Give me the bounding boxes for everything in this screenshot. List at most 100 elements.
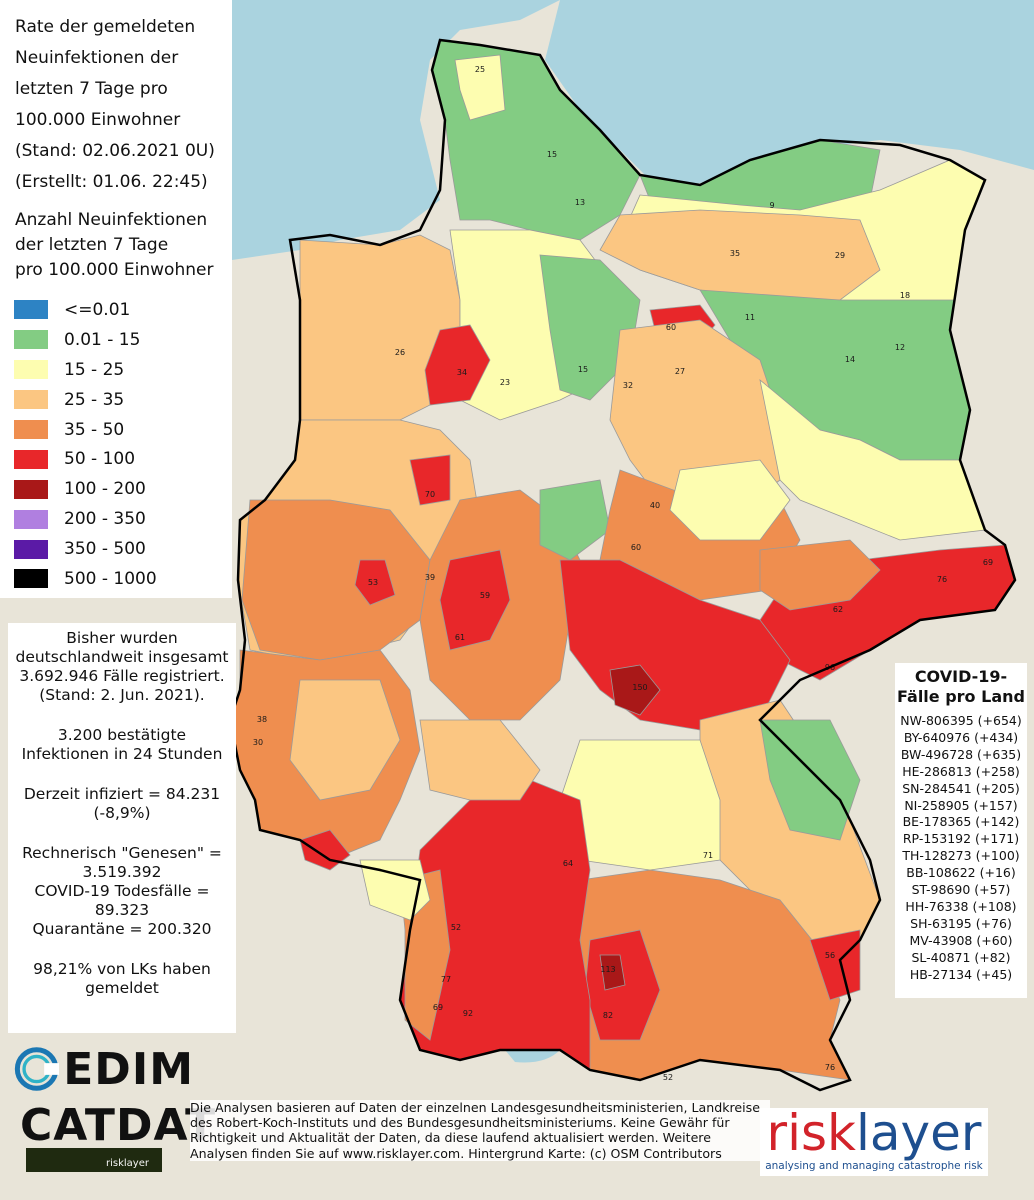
catdat-logo: CATDAT risklayer <box>20 1100 215 1180</box>
label-ni-15: 15 <box>578 365 588 374</box>
label-sh-13: 13 <box>575 198 585 207</box>
label-sn-69: 69 <box>983 558 993 567</box>
north-sea <box>232 0 560 260</box>
legend-label: 15 - 25 <box>64 359 125 380</box>
legend-item: 15 - 25 <box>14 355 230 385</box>
label-by-56: 56 <box>825 951 835 960</box>
footer-attribution: Die Analysen basieren auf Daten der einz… <box>190 1100 770 1161</box>
region-hessen-low <box>539 479 611 561</box>
legend-item: <=0.01 <box>14 295 230 325</box>
label-mv-29: 29 <box>835 251 845 260</box>
legend-item: 35 - 50 <box>14 415 230 445</box>
cases-panel: COVID-19- Fälle pro Land NW-806395 (+654… <box>895 663 1027 998</box>
legend-swatch <box>14 539 48 559</box>
legend-item: 500 - 1000 <box>14 564 230 594</box>
cases-title: COVID-19- Fälle pro Land <box>897 667 1025 706</box>
risklayer-tagline: analysing and managing catastrophe risk <box>765 1160 983 1172</box>
stats-total: Bisher wurden deutschlandweit insgesamt … <box>15 629 229 704</box>
label-bw-52: 52 <box>451 923 461 932</box>
label-by-113: 113 <box>600 965 615 974</box>
label-by-52: 52 <box>663 1073 673 1082</box>
label-th-40: 40 <box>650 501 660 510</box>
region-bw-yellow <box>359 859 431 921</box>
label-nrw-53: 53 <box>368 578 378 587</box>
legend-item: 25 - 35 <box>14 385 230 415</box>
legend-label: 35 - 50 <box>64 419 125 440</box>
label-ni-26: 26 <box>395 348 405 357</box>
stats-infected: Derzeit infiziert = 84.231 (-8,9%) <box>23 785 221 822</box>
cases-row: BW-496728 (+635) <box>900 746 1022 762</box>
edim-ring-icon <box>14 1047 60 1091</box>
label-by-150: 150 <box>632 683 647 692</box>
legend-swatch <box>14 569 48 589</box>
label-ni-34: 34 <box>457 368 467 377</box>
legend-item: 100 - 200 <box>14 474 230 504</box>
cases-row: NW-806395 (+654) <box>900 713 1022 728</box>
legend-swatch <box>14 360 48 380</box>
label-st-32: 32 <box>623 381 633 390</box>
risklayer-word-layer: layer <box>856 1104 982 1162</box>
catdat-world-strip <box>26 1148 162 1172</box>
stats-reporting: 98,21% von LKs haben gemeldet <box>33 960 211 997</box>
cases-row: NI-258905 (+157) <box>904 797 1018 813</box>
region-ni-red-2 <box>424 324 491 406</box>
region-sh-west <box>454 54 506 121</box>
legend-label: <=0.01 <box>64 299 131 320</box>
label-sh-25: 25 <box>475 65 485 74</box>
cases-list: NW-806395 (+654) BY-640976 (+434) BW-49672… <box>895 713 1027 984</box>
catdat-sub: risklayer <box>106 1158 149 1169</box>
label-mv-35: 35 <box>730 249 740 258</box>
germany-outline <box>228 38 1017 1092</box>
region-hessen-red <box>439 549 511 651</box>
cases-row: SL-40871 (+82) <box>911 949 1011 965</box>
cases-row: BE-178365 (+142) <box>902 814 1020 830</box>
catdat-wordmark: CATDAT <box>20 1100 217 1151</box>
region-nrw-orange <box>241 499 431 661</box>
label-bw-92: 92 <box>463 1009 473 1018</box>
legend-item: 200 - 350 <box>14 504 230 534</box>
label-sn-76: 76 <box>937 575 947 584</box>
label-bb-14: 14 <box>845 355 855 364</box>
region-nrw-red-2 <box>409 454 451 506</box>
legend: <=0.01 0.01 - 15 15 - 25 25 - 35 35 - 50 50 -… <box>14 295 230 594</box>
legend-label: 500 - 1000 <box>64 568 157 589</box>
label-rp-38: 38 <box>257 715 267 724</box>
region-bavaria-dark <box>609 664 661 716</box>
region-saxony-o <box>759 539 881 611</box>
region-thuringia-y <box>669 459 791 541</box>
label-by-64: 64 <box>563 859 573 868</box>
stats-recovered-deaths: Rechnerisch "Genesen" = 3.519.392 COVID-… <box>22 844 222 938</box>
legend-swatch <box>14 330 48 350</box>
label-bb-11: 11 <box>745 313 755 322</box>
legend-label: 0.01 - 15 <box>64 329 141 350</box>
risklayer-word-risk: risk <box>766 1104 856 1162</box>
legend-swatch <box>14 420 48 439</box>
legend-label: 200 - 350 <box>64 509 146 530</box>
region-bavaria-low <box>759 719 861 841</box>
cases-row: SN-284541 (+205) <box>902 780 1020 796</box>
label-bb-18: 18 <box>900 291 910 300</box>
district-regions <box>229 39 1016 1081</box>
label-bw-77: 77 <box>441 975 451 984</box>
label-sh-15: 15 <box>547 150 557 159</box>
region-hessen-s <box>419 719 541 801</box>
legend-title: Anzahl Neuinfektionen der letzten 7 Tage… <box>15 210 214 280</box>
label-by-71: 71 <box>703 851 713 860</box>
edim-wordmark: EDIM <box>63 1043 194 1095</box>
label-he-61: 61 <box>455 633 465 642</box>
legend-swatch <box>14 449 48 469</box>
label-sn-62: 62 <box>833 605 843 614</box>
legend-swatch <box>14 479 48 499</box>
legend-label: 350 - 500 <box>64 539 146 560</box>
legend-swatch <box>14 509 48 529</box>
legend-swatch <box>14 390 48 410</box>
legend-label: 50 - 100 <box>64 449 136 470</box>
cases-row: HB-27134 (+45) <box>909 966 1013 982</box>
label-bb-12: 12 <box>895 343 905 352</box>
cases-row: BY-640976 (+434) <box>903 729 1019 745</box>
label-th-60: 60 <box>631 543 641 552</box>
stats-confirmed-24h: 3.200 bestätigte Infektionen in 24 Stund… <box>21 726 223 763</box>
label-rp-30: 30 <box>253 738 263 747</box>
label-mv-9: 9 <box>769 201 774 210</box>
legend-swatch <box>14 300 48 320</box>
